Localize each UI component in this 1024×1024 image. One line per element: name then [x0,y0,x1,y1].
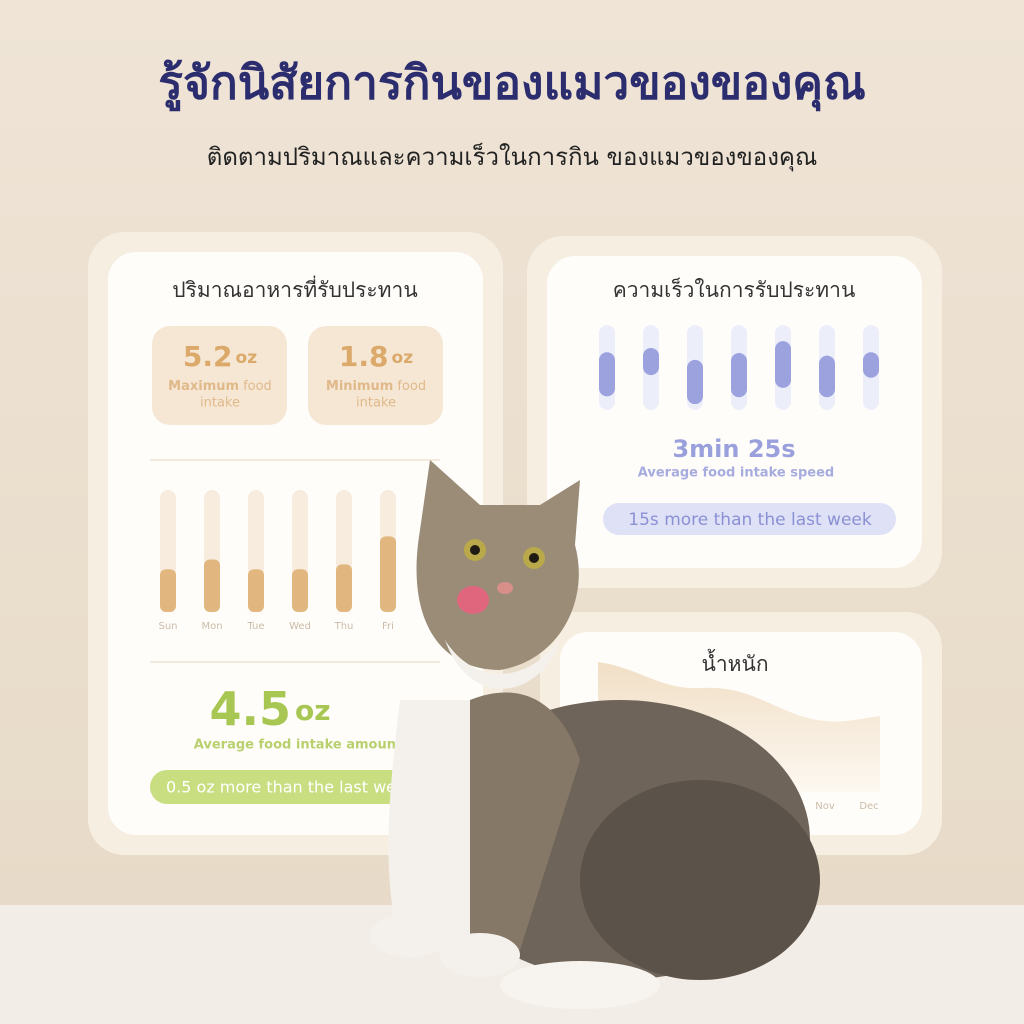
stat-box [152,326,287,425]
value: 1.8 [339,340,389,373]
value: 4.5 [209,682,291,736]
comparison-pill [150,770,440,804]
bar [380,536,396,612]
stat-box [308,326,443,425]
range-bar [819,355,835,398]
range-bar [731,353,747,398]
bar [160,569,176,612]
comparison: 0.5 oz more than the last we [166,778,396,797]
day-label: Tue [246,621,264,632]
stat-value: 5.2 oz [183,340,257,373]
bar [336,564,352,612]
cat [370,460,820,1009]
unit: oz [236,348,258,368]
bar [248,569,264,612]
subtitle: ติดตามปริมาณและความเร็วในการกิน ของแมวขอ… [207,142,818,172]
stat-value: 1.8 oz [339,340,413,373]
bar [292,569,308,612]
stat-label: intake [200,396,240,411]
comparison: 15s more than the last week [628,510,872,530]
average-value: 3min 25s [672,435,795,463]
day-label: Mon [201,621,222,632]
label-bold: Maximum [168,379,239,394]
day-label: Sun [158,621,177,632]
range-bar [599,352,615,397]
stat-label: Minimum food [326,379,426,394]
unit: oz [295,694,331,727]
range-bar [775,341,791,388]
range-bar [643,347,659,376]
range-bar [863,352,879,378]
day-label: Fri [382,621,394,632]
range-bar [687,359,703,405]
label: food [397,379,426,394]
label-bold: Minimum [326,379,393,394]
card-title: ความเร็วในการรับประทาน [613,276,856,302]
card-title: ปริมาณอาหารที่รับประทาน [172,275,417,302]
speed-bars [599,325,879,410]
intake-bars: Sun Mon Tue Wed Thu Fri [158,490,396,632]
month-label: Nov [815,801,835,812]
unit: oz [392,348,414,368]
card-title: น้ำหนัก [701,649,768,676]
stat-label: Maximum food [168,379,272,394]
day-label: Thu [334,621,354,632]
average-value: 4.5 oz [209,682,330,736]
label: food [243,379,272,394]
bar [204,559,220,612]
average-label: Average food intake speed [638,466,834,481]
stat-label: intake [356,396,396,411]
average-label: Average food intake amount [194,738,402,753]
day-label: Wed [289,621,311,632]
value: 5.2 [183,340,233,373]
comparison-pill [603,503,896,535]
title: รู้จักนิสัยการกินของแมวของของคุณ [158,56,866,112]
month-label: Dec [859,801,878,812]
